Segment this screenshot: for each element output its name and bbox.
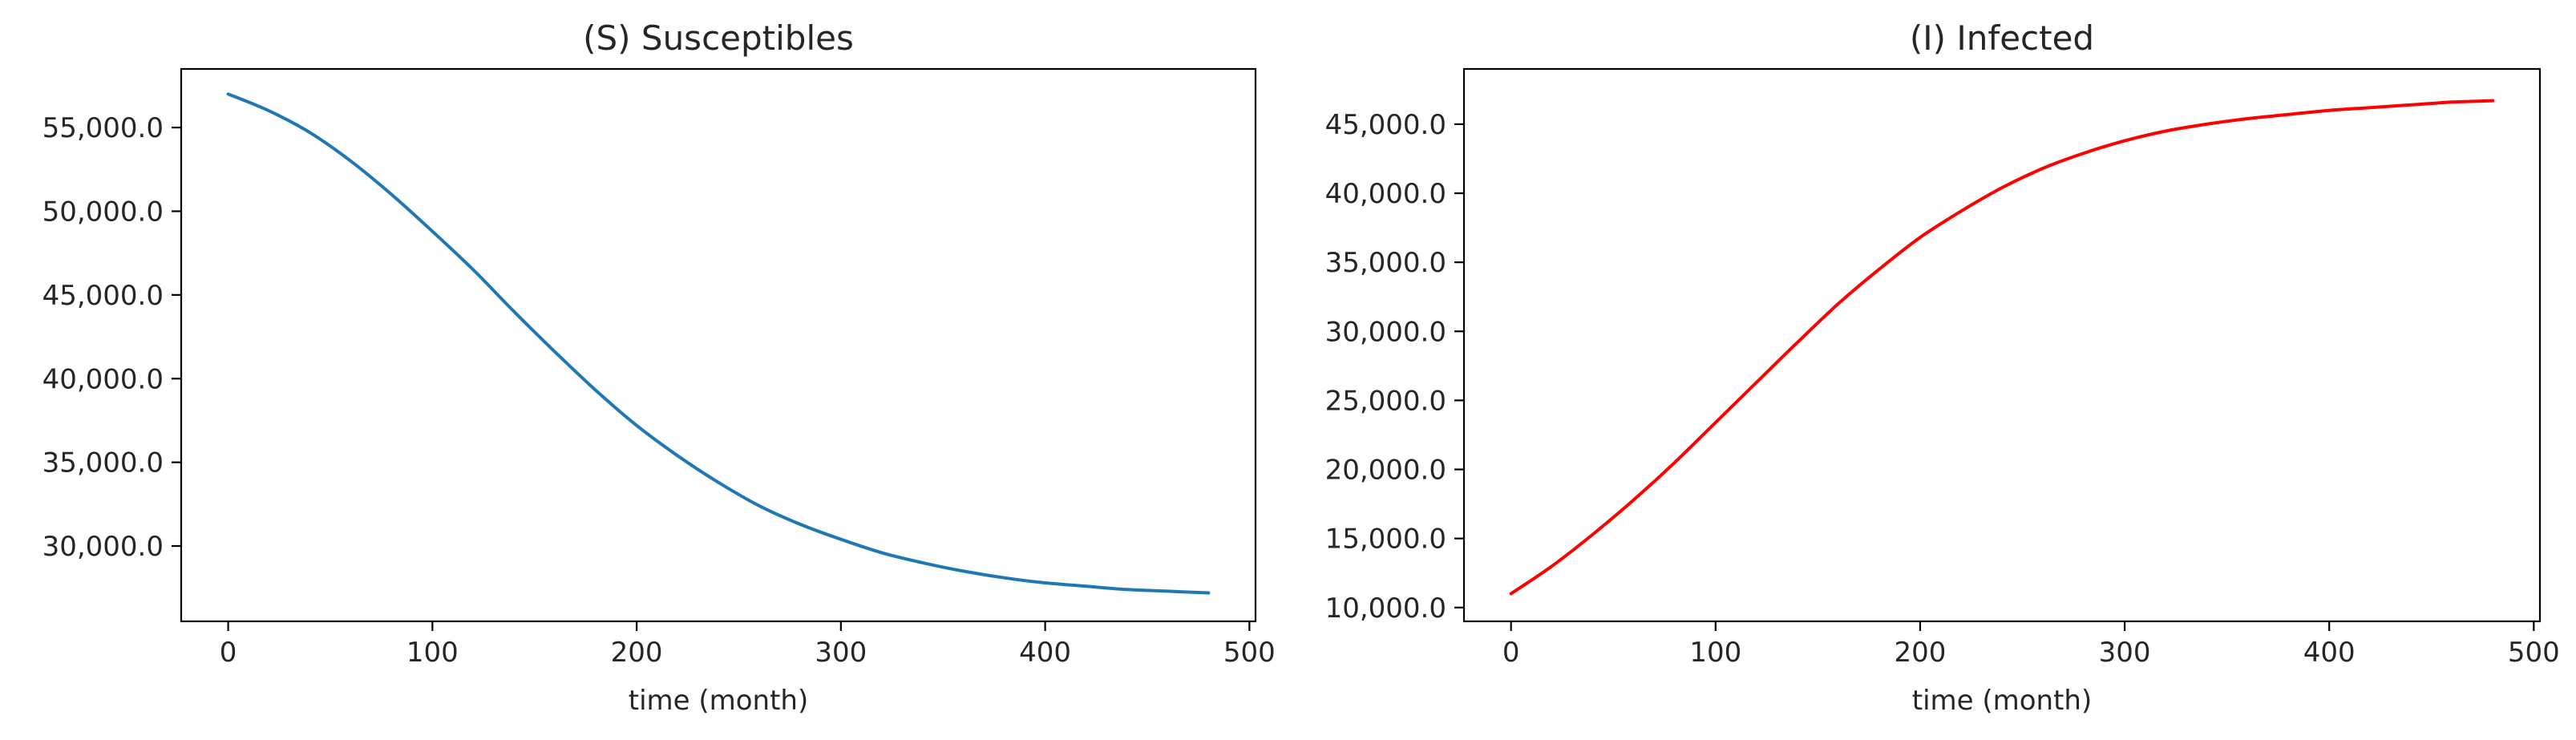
y-axis-ticks: 10,000.0 15,000.0 20,000.0 25,000.0 30,000.0… (1325, 109, 1464, 625)
x-tick-label: 300 (815, 637, 867, 669)
x-tick-label: 400 (2303, 637, 2356, 669)
x-tick-label: 0 (220, 637, 237, 669)
y-tick-label: 40,000.0 (42, 363, 164, 395)
x-tick-label: 0 (1502, 637, 1520, 669)
y-tick-label: 40,000.0 (1325, 178, 1446, 210)
infected-chart: (I) Infected 10,000.0 15,000.0 20,000.0 25,… (1325, 18, 2560, 717)
y-tick-label: 35,000.0 (1325, 247, 1446, 279)
y-tick-label: 10,000.0 (1325, 592, 1446, 625)
x-tick-label: 200 (1894, 637, 1946, 669)
y-tick-label: 20,000.0 (1325, 455, 1446, 487)
y-tick-label: 25,000.0 (1325, 385, 1446, 417)
y-tick-label: 45,000.0 (1325, 109, 1446, 141)
x-tick-label: 300 (2099, 637, 2151, 669)
x-tick-label: 400 (1019, 637, 1071, 669)
y-tick-label: 15,000.0 (1325, 524, 1446, 556)
chart-title: (I) Infected (1910, 18, 2094, 58)
susceptibles-line (226, 92, 1211, 595)
series-group (226, 92, 1211, 595)
series-group (1509, 99, 2495, 596)
y-tick-label: 35,000.0 (42, 447, 164, 479)
chart-title: (S) Susceptibles (583, 18, 854, 58)
x-axis-label: time (month) (629, 685, 809, 717)
x-axis-ticks: 0 100 200 300 400 500 (1502, 621, 2560, 669)
x-tick-label: 200 (611, 637, 663, 669)
plot-frame (180, 67, 1257, 623)
x-axis-label: time (month) (1912, 685, 2093, 717)
y-tick-label: 50,000.0 (42, 196, 164, 228)
y-tick-label: 55,000.0 (42, 112, 164, 144)
susceptibles-chart: (S) Susceptibles 30,000.0 35,000.0 40,000.… (42, 18, 1276, 717)
y-tick-label: 30,000.0 (42, 531, 164, 563)
x-tick-label: 500 (1223, 637, 1276, 669)
x-tick-label: 100 (1689, 637, 1741, 669)
x-tick-label: 100 (406, 637, 459, 669)
infected-line (1509, 99, 2495, 596)
y-axis-ticks: 30,000.0 35,000.0 40,000.0 45,000.0 50,000.0… (42, 112, 181, 563)
x-axis-ticks: 0 100 200 300 400 500 (220, 621, 1276, 669)
y-tick-label: 45,000.0 (42, 280, 164, 312)
plot-frame (1462, 67, 2542, 623)
y-tick-label: 30,000.0 (1325, 316, 1446, 348)
x-tick-label: 500 (2508, 637, 2560, 669)
